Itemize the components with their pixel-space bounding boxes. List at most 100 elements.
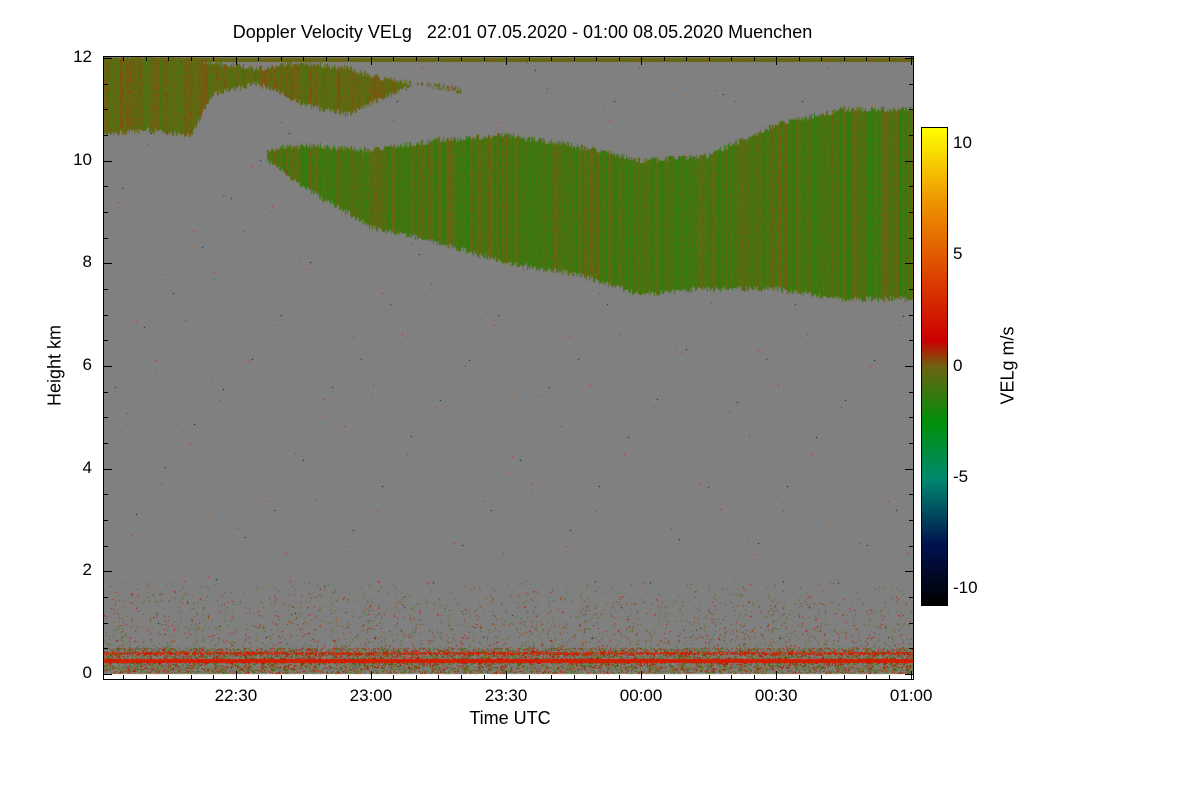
x-tick-top xyxy=(889,57,890,61)
x-tick xyxy=(619,675,620,679)
y-tick-right xyxy=(909,443,913,444)
y-tick-right xyxy=(905,469,913,470)
x-tick-top xyxy=(619,57,620,61)
y-tick-right xyxy=(905,674,913,675)
x-tick-label: 22:30 xyxy=(214,686,258,705)
y-tick-right xyxy=(905,571,913,572)
y-tick-right xyxy=(905,263,913,264)
y-tick xyxy=(104,212,108,213)
x-tick-top xyxy=(348,57,349,61)
x-tick-top xyxy=(393,57,394,61)
x-tick-top xyxy=(529,57,530,61)
y-tick xyxy=(104,443,108,444)
x-tick-top xyxy=(123,57,124,61)
y-tick xyxy=(104,109,108,110)
y-tick xyxy=(104,597,108,598)
x-tick-top xyxy=(258,57,259,61)
x-tick-label: 00:30 xyxy=(754,686,798,705)
chart-title: Doppler Velocity VELg 22:01 07.05.2020 -… xyxy=(232,22,813,42)
y-tick xyxy=(104,392,108,393)
x-tick xyxy=(506,671,507,679)
x-tick-top xyxy=(506,57,507,65)
x-tick xyxy=(799,675,800,679)
x-tick-top xyxy=(416,57,417,61)
x-tick xyxy=(393,675,394,679)
y-tick-label: 2 xyxy=(82,560,92,580)
y-tick-right xyxy=(909,212,913,213)
y-tick-right xyxy=(909,520,913,521)
y-tick-right xyxy=(909,494,913,495)
y-tick xyxy=(104,674,112,675)
colorbar-title: VELg m/s xyxy=(997,326,1018,405)
x-tick-top xyxy=(303,57,304,61)
x-tick xyxy=(776,671,777,679)
y-tick-label: 12 xyxy=(73,47,92,67)
y-tick-right xyxy=(909,340,913,341)
y-tick xyxy=(104,546,108,547)
colorbar-tick-label: -10 xyxy=(953,578,978,597)
x-tick-top xyxy=(326,57,327,61)
y-tick-label: 10 xyxy=(73,149,92,169)
y-tick-right xyxy=(909,238,913,239)
x-tick xyxy=(461,675,462,679)
x-tick xyxy=(236,671,237,679)
x-tick-top xyxy=(213,57,214,61)
x-tick-top xyxy=(371,57,372,65)
x-tick-top xyxy=(461,57,462,61)
y-tick xyxy=(104,58,112,59)
y-tick-right xyxy=(905,58,913,59)
y-tick xyxy=(104,571,112,572)
x-tick xyxy=(326,675,327,679)
x-tick xyxy=(281,675,282,679)
x-tick xyxy=(551,675,552,679)
y-tick xyxy=(104,84,108,85)
y-tick-right xyxy=(909,186,913,187)
x-tick xyxy=(348,675,349,679)
y-tick xyxy=(104,238,108,239)
y-tick-right xyxy=(909,623,913,624)
x-tick-label: 23:30 xyxy=(484,686,528,705)
colorbar-tick-label: 5 xyxy=(953,244,963,263)
y-tick-right xyxy=(909,135,913,136)
x-tick-top xyxy=(686,57,687,61)
x-tick-label: 01:00 xyxy=(889,686,933,705)
x-tick xyxy=(866,675,867,679)
x-tick-top xyxy=(709,57,710,61)
y-tick xyxy=(104,520,108,521)
x-tick-top xyxy=(754,57,755,61)
y-tick-right xyxy=(909,315,913,316)
y-tick xyxy=(104,315,108,316)
y-tick-right xyxy=(909,597,913,598)
y-tick-right xyxy=(909,392,913,393)
x-tick xyxy=(911,671,912,679)
x-axis-title: Time UTC xyxy=(469,708,551,728)
x-tick-top xyxy=(821,57,822,61)
y-tick-label: 8 xyxy=(82,252,92,272)
colorbar xyxy=(922,128,947,605)
x-tick-top xyxy=(844,57,845,61)
x-tick-top xyxy=(776,57,777,65)
y-tick-label: 6 xyxy=(82,354,92,374)
y-tick-right xyxy=(909,546,913,547)
x-tick xyxy=(596,675,597,679)
x-tick-top xyxy=(664,57,665,61)
x-tick xyxy=(641,671,642,679)
y-tick xyxy=(104,648,108,649)
y-tick-right xyxy=(905,366,913,367)
x-tick xyxy=(146,675,147,679)
y-tick-right xyxy=(909,648,913,649)
x-tick-top xyxy=(168,57,169,61)
x-tick xyxy=(258,675,259,679)
x-tick-label: 00:00 xyxy=(619,686,663,705)
colorbar-tick-label: 10 xyxy=(953,133,972,152)
colorbar-tick-label: -5 xyxy=(953,467,969,486)
x-tick xyxy=(529,675,530,679)
x-tick xyxy=(213,675,214,679)
x-tick xyxy=(844,675,845,679)
x-tick xyxy=(889,675,890,679)
x-tick-top xyxy=(281,57,282,61)
x-tick-label: 23:00 xyxy=(349,686,393,705)
x-tick-top xyxy=(484,57,485,61)
x-tick-top xyxy=(911,57,912,65)
x-tick xyxy=(123,675,124,679)
